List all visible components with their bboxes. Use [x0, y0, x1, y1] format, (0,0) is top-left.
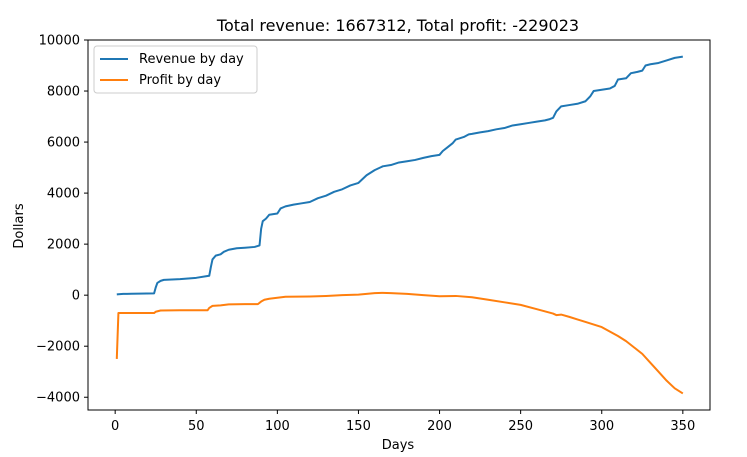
legend-label-profit: Profit by day	[139, 73, 221, 88]
x-tick-label: 250	[508, 419, 533, 434]
legend-box	[93, 45, 258, 94]
plot-frame	[87, 39, 711, 411]
y-axis-label: Dollars	[12, 203, 27, 248]
y-axis-ticks: −4000 −2000 0 2000 4000 6000 8000 10000	[36, 34, 88, 406]
x-tick-label: 50	[188, 419, 205, 434]
y-tick-label: 8000	[47, 85, 80, 100]
y-tick-label: 6000	[47, 136, 80, 151]
x-tick-label: 350	[670, 419, 695, 434]
y-tick-label: −2000	[36, 340, 80, 355]
y-tick-label: 10000	[39, 34, 80, 49]
y-tick-label: −4000	[36, 391, 80, 406]
x-tick-label: 200	[427, 419, 452, 434]
y-tick-label: 0	[72, 289, 80, 304]
y-tick-label: 2000	[47, 238, 80, 253]
series-line-revenue	[116, 55, 683, 296]
legend: Revenue by day Profit by day	[93, 45, 258, 94]
x-tick-label: 150	[346, 419, 371, 434]
x-tick-label: 0	[111, 419, 119, 434]
x-tick-label: 100	[265, 419, 290, 434]
y-tick-label: 4000	[47, 187, 80, 202]
x-axis-label: Days	[382, 438, 415, 453]
series-line-profit	[115, 291, 684, 395]
chart-title: Total revenue: 1667312, Total profit: -2…	[216, 16, 579, 35]
series-layer	[115, 55, 684, 395]
legend-label-revenue: Revenue by day	[139, 52, 244, 67]
x-axis-ticks: 0 50 100 150 200 250 300 350	[111, 410, 695, 434]
x-tick-label: 300	[589, 419, 614, 434]
